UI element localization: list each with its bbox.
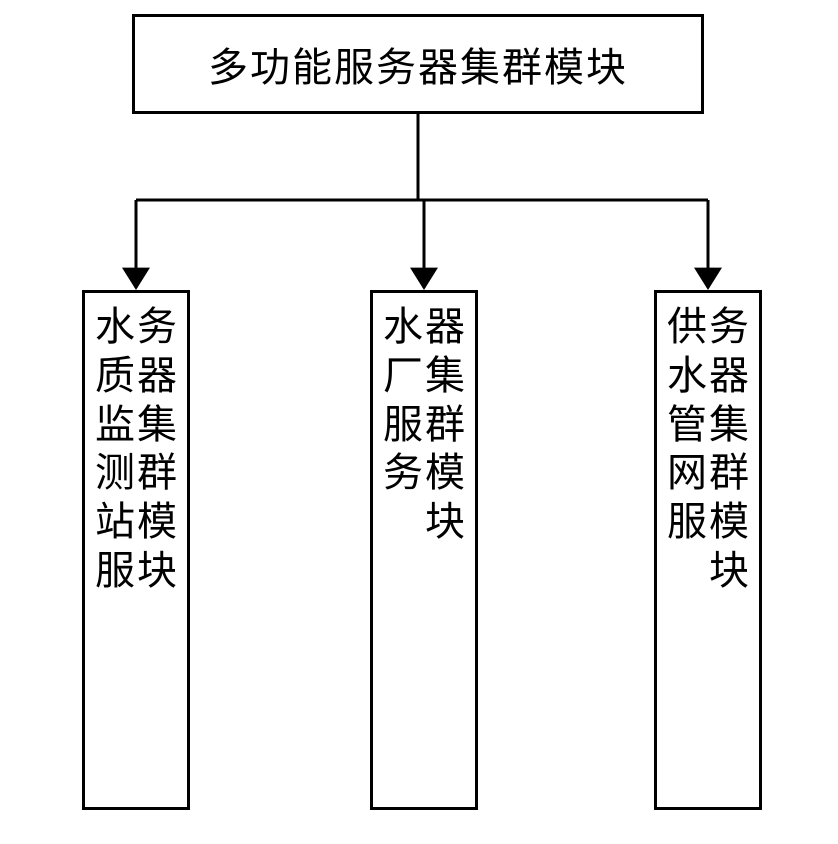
tree-diagram: 多功能服务器集群模块 水质监测站服 务器集群模块 水厂服务 器集群模块 供水管网… — [0, 0, 838, 844]
child-node-pipe: 供水管网服 务器集群模块 — [654, 290, 762, 810]
root-label: 多功能服务器集群模块 — [208, 35, 628, 93]
child-label-pipe: 供水管网服 务器集群模块 — [667, 303, 749, 596]
child-label-plant: 水厂服务 器集群模块 — [383, 303, 465, 547]
child-node-plant: 水厂服务 器集群模块 — [370, 290, 478, 810]
root-node: 多功能服务器集群模块 — [132, 14, 704, 114]
child-node-quality: 水质监测站服 务器集群模块 — [82, 290, 190, 810]
child-label-quality: 水质监测站服 务器集群模块 — [95, 303, 177, 596]
